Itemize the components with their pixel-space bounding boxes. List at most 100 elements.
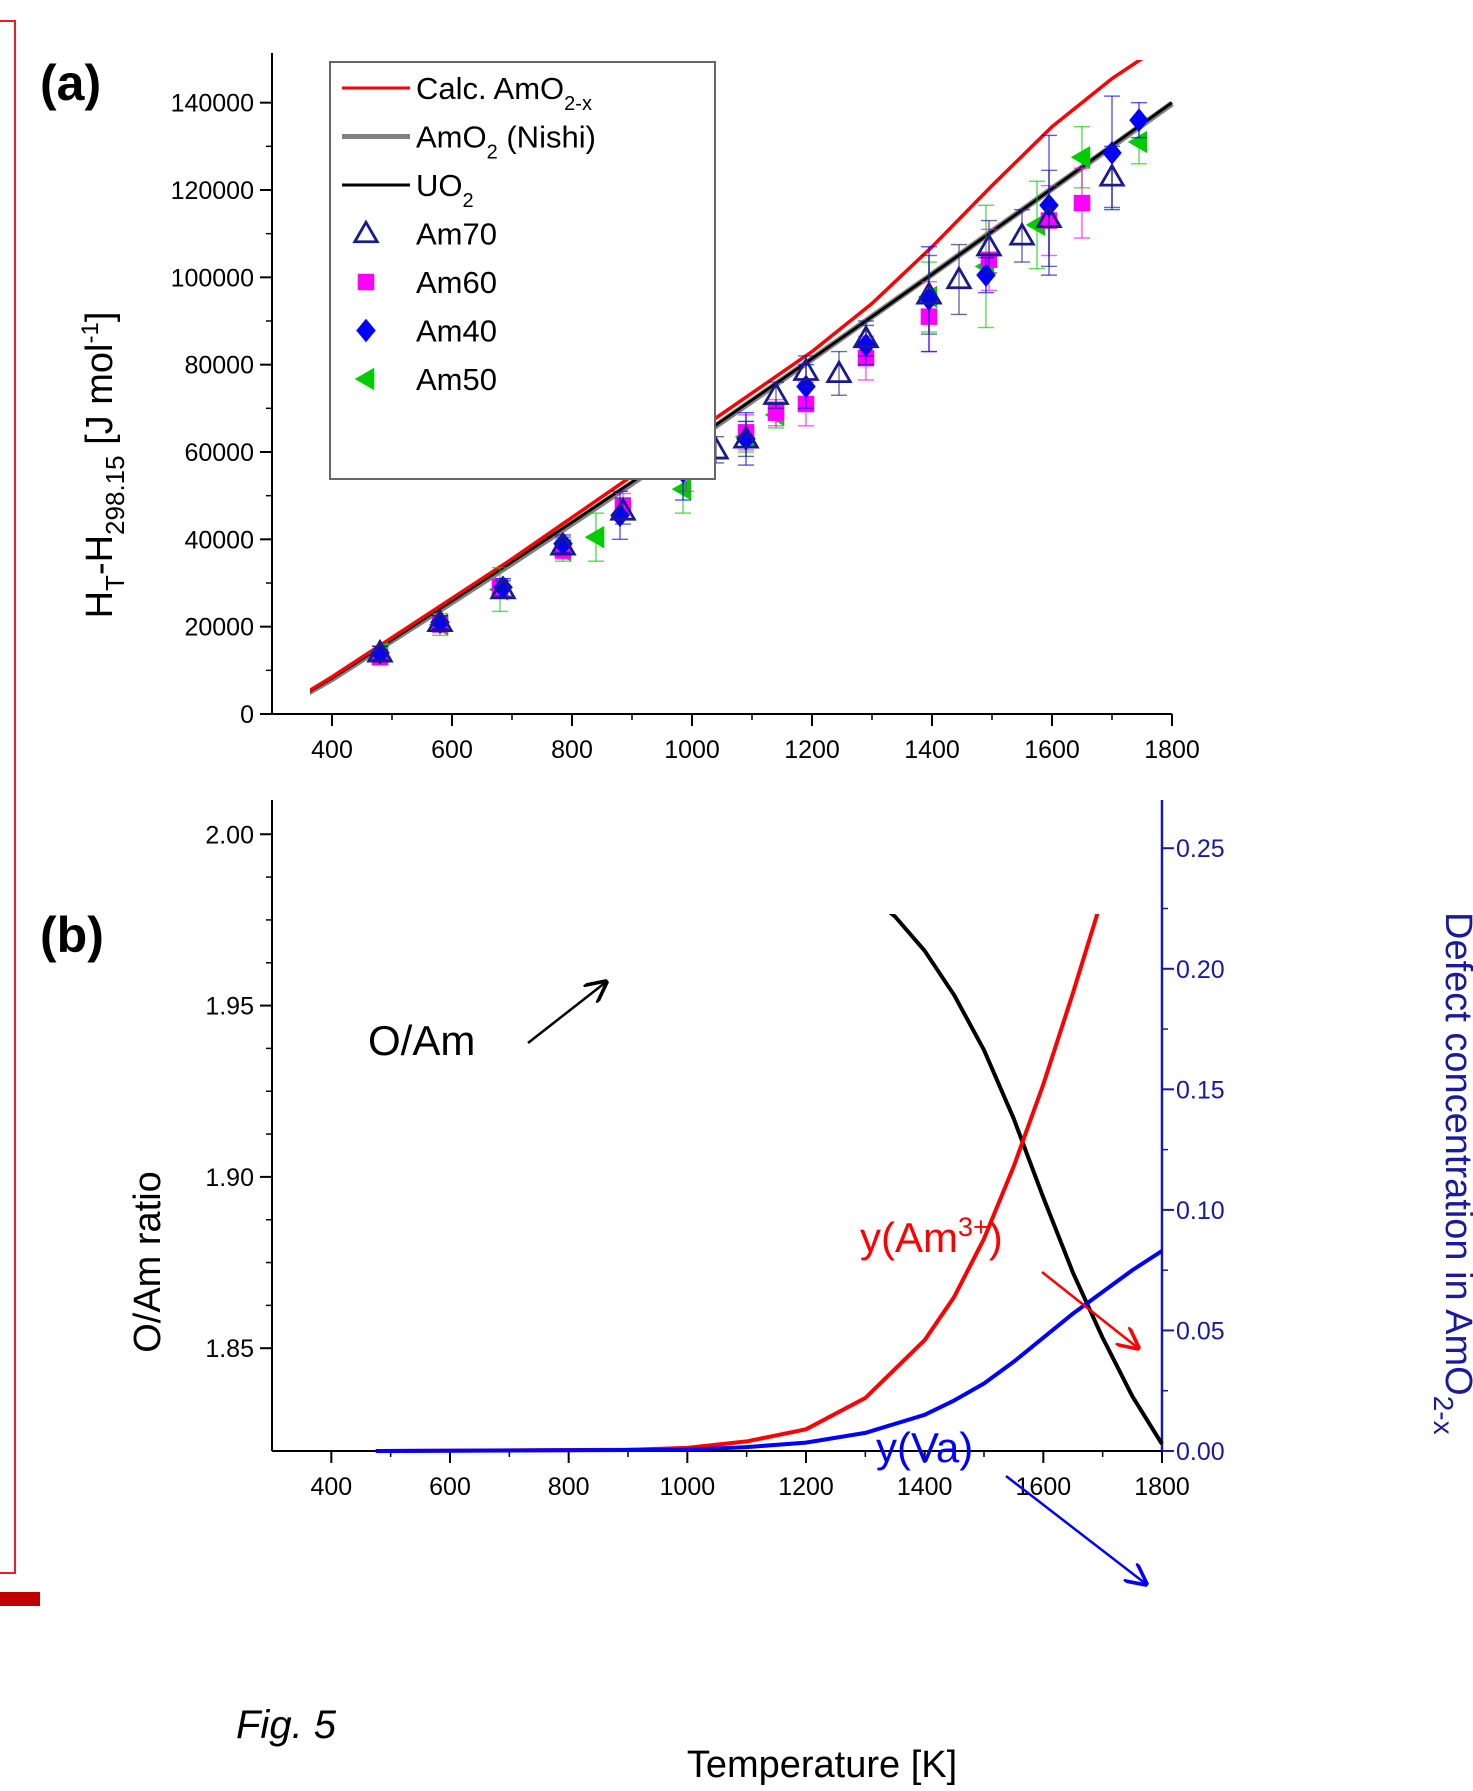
figure-frame-left-border — [14, 20, 16, 1572]
panel-a-x-tick-label: 800 — [551, 736, 593, 764]
panel-b-y2-tick-label: 0.15 — [1176, 1076, 1225, 1104]
legend-label-sub: 2-x — [564, 93, 592, 115]
panel-b-line-y-va — [375, 1249, 1164, 1453]
point-am70 — [426, 608, 454, 632]
panel-b: (b) 400 600 800 1000 1200 1400 1600 1800 1.85 1.9… — [40, 800, 1473, 1786]
legend-marker-am40 — [356, 318, 376, 343]
panel-a-x-tick-label: 1200 — [784, 736, 840, 764]
legend-label: Am40 — [416, 314, 497, 349]
y-am3-pre: y(Am — [860, 1214, 958, 1261]
panel-b-y-tick-label: 1.90 — [205, 1164, 254, 1192]
panel-b-x-tick-label: 400 — [310, 1473, 352, 1501]
point-am70 — [975, 232, 1003, 257]
point-am70 — [852, 324, 880, 349]
annotation-oam-label: O/Am — [368, 1017, 475, 1064]
panel-b-y-tick-label: 1.95 — [205, 993, 254, 1021]
panel-b-y-tick-label: 1.85 — [205, 1335, 254, 1363]
legend-label-post: (Nishi) — [498, 120, 596, 155]
panel-b-x-tick-label: 1800 — [1134, 1473, 1190, 1501]
legend-items: Calc. AmO2-x AmO 2 (Nishi) UO2 Am70 Am60 Am40 A… — [342, 71, 596, 397]
point-am70 — [1098, 162, 1126, 187]
y-title-sup: -1 — [77, 322, 104, 343]
y-title-unit-pre: [J mol — [79, 344, 121, 456]
panel-b-axes: 400 600 800 1000 1200 1400 1600 1800 1.85 1.90 1.9… — [205, 800, 1225, 1501]
annotation-y-va-label: y(Va) — [876, 1424, 973, 1471]
panel-a-y-tick-label: 0 — [240, 701, 254, 729]
panel-b-line-y-am3 — [375, 914, 1100, 1453]
panel-b-y-tick-label: 2.00 — [205, 821, 254, 849]
legend-box — [329, 61, 716, 480]
panel-b-x-tick-label: 1200 — [778, 1473, 834, 1501]
point-am70 — [945, 265, 973, 290]
panel-b-y2-tick-label: 0.05 — [1176, 1317, 1225, 1345]
point-am70 — [489, 575, 517, 600]
panel-b-x-tick-label: 600 — [429, 1473, 471, 1501]
legend-marker-am50 — [354, 367, 375, 391]
legend-label: Am50 — [416, 362, 497, 397]
panel-b-x-tick-label: 1400 — [897, 1473, 953, 1501]
panel-b-label: (b) — [40, 907, 104, 963]
point-am70 — [825, 359, 853, 384]
panel-b-x-tick-label: 1600 — [1016, 1473, 1072, 1501]
panel-b-x-axis-title: Temperature [K] — [687, 1744, 957, 1786]
point-am70 — [792, 357, 820, 381]
legend-label-base: Am40 — [416, 314, 497, 349]
y-title-unit-post: ] — [79, 312, 121, 323]
panel-a-y-axis-title: HT-H298.15 [J mol-1] — [77, 312, 130, 619]
legend-label-base: AmO — [416, 120, 487, 155]
panel-a-x-tick-label: 600 — [431, 736, 473, 764]
point-am70 — [1008, 221, 1036, 246]
legend-label: Am70 — [416, 217, 497, 252]
panel-a-x-tick-label: 1400 — [904, 736, 960, 764]
point-am50 — [1127, 130, 1148, 154]
point-am40 — [976, 263, 996, 287]
panel-a-line-calc — [310, 60, 1144, 693]
y-title-mid: -H — [79, 535, 121, 575]
panel-a-y-tick-label: 100000 — [171, 264, 254, 292]
legend-marker-am70 — [352, 219, 380, 244]
panel-a-y-tick-label: 120000 — [171, 177, 254, 205]
y-title-sub1: T — [100, 575, 130, 591]
y2-title-base: Defect concentration in AmO — [1437, 912, 1473, 1396]
point-am70 — [366, 638, 394, 663]
panel-b-x-tick-label: 800 — [548, 1473, 590, 1501]
panel-b-annotations: O/Am y(Am3+) y(Va) — [368, 982, 1146, 1584]
panel-b-y-axis-title: O/Am ratio — [127, 1171, 169, 1353]
point-am70 — [732, 424, 760, 449]
point-am50 — [584, 525, 605, 549]
panel-a-y-tick-label: 40000 — [184, 526, 254, 554]
y2-title-sub: 2-x — [1428, 1396, 1459, 1435]
panel-a-x-tick-label: 1000 — [664, 736, 720, 764]
legend-label: Am60 — [416, 265, 497, 300]
panel-a-y-tick-label: 80000 — [184, 352, 254, 380]
panel-b-line-oam — [888, 914, 1164, 1446]
annotation-y-am3-arrow — [1041, 1271, 1138, 1348]
legend-label: UO2 — [416, 168, 474, 212]
y-title-base: H — [79, 591, 121, 618]
panel-b-y2-tick-label: 0.00 — [1176, 1438, 1225, 1466]
figure-frame-top-border — [0, 20, 16, 22]
panel-a-x-tick-label: 400 — [311, 736, 353, 764]
point-am60 — [1073, 194, 1091, 212]
legend-label: Calc. AmO2-x — [416, 71, 592, 115]
figure-caption: Fig. 5 — [236, 1703, 337, 1747]
panel-a-y-tick-label: 20000 — [184, 614, 254, 642]
point-am70 — [549, 531, 577, 556]
panel-a-label: (a) — [40, 55, 101, 111]
legend-label-sub: 2 — [463, 190, 474, 212]
panel-b-y2-tick-label: 0.20 — [1176, 956, 1225, 984]
annotation-y-va-arrow — [1005, 1475, 1146, 1584]
figure-frame-bottom-border — [0, 1572, 16, 1574]
legend-label-base: Am50 — [416, 362, 497, 397]
panel-a: (a) 400 600 800 1000 1200 1400 1600 18000200004… — [40, 53, 1200, 764]
panel-a-legend: Calc. AmO2-x AmO 2 (Nishi) UO2 Am70 Am60 Am40 A… — [329, 61, 716, 480]
legend-label-base: UO — [416, 168, 463, 203]
panel-b-lines — [375, 914, 1164, 1453]
legend-marker-am60 — [357, 273, 375, 291]
legend-label-base: Am60 — [416, 265, 497, 300]
panel-a-y-tick-label: 140000 — [171, 90, 254, 118]
point-am40 — [1129, 108, 1149, 132]
point-am70 — [762, 381, 790, 405]
panel-a-x-tick-label: 1800 — [1144, 736, 1200, 764]
legend-label-base: Calc. AmO — [416, 71, 564, 106]
